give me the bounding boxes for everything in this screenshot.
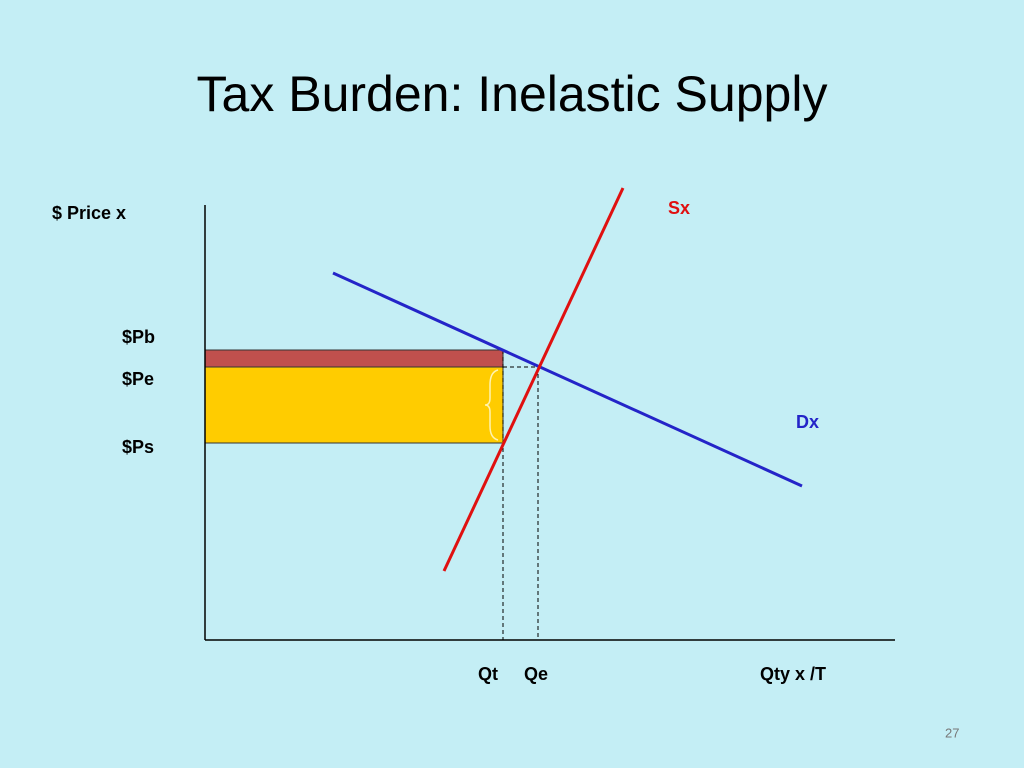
buyer-tax-area [204,349,504,368]
supply-label: Sx [668,198,690,218]
quantity-label: Qe [524,664,548,684]
y-axis-label: $ Price x [52,203,126,223]
quantity-label: Qt [478,664,498,684]
price-label: $Ps [122,437,154,457]
supply-curve [442,187,625,572]
brace [484,369,499,441]
demand-label: Dx [796,412,819,432]
demand-curve [332,271,803,488]
page-number: 27 [945,725,959,740]
slide-title: Tax Burden: Inelastic Supply [197,66,828,122]
x-axis-label: Qty x /T [760,664,826,684]
seller-tax-area [204,366,504,444]
price-label: $Pb [122,327,155,347]
price-label: $Pe [122,369,154,389]
